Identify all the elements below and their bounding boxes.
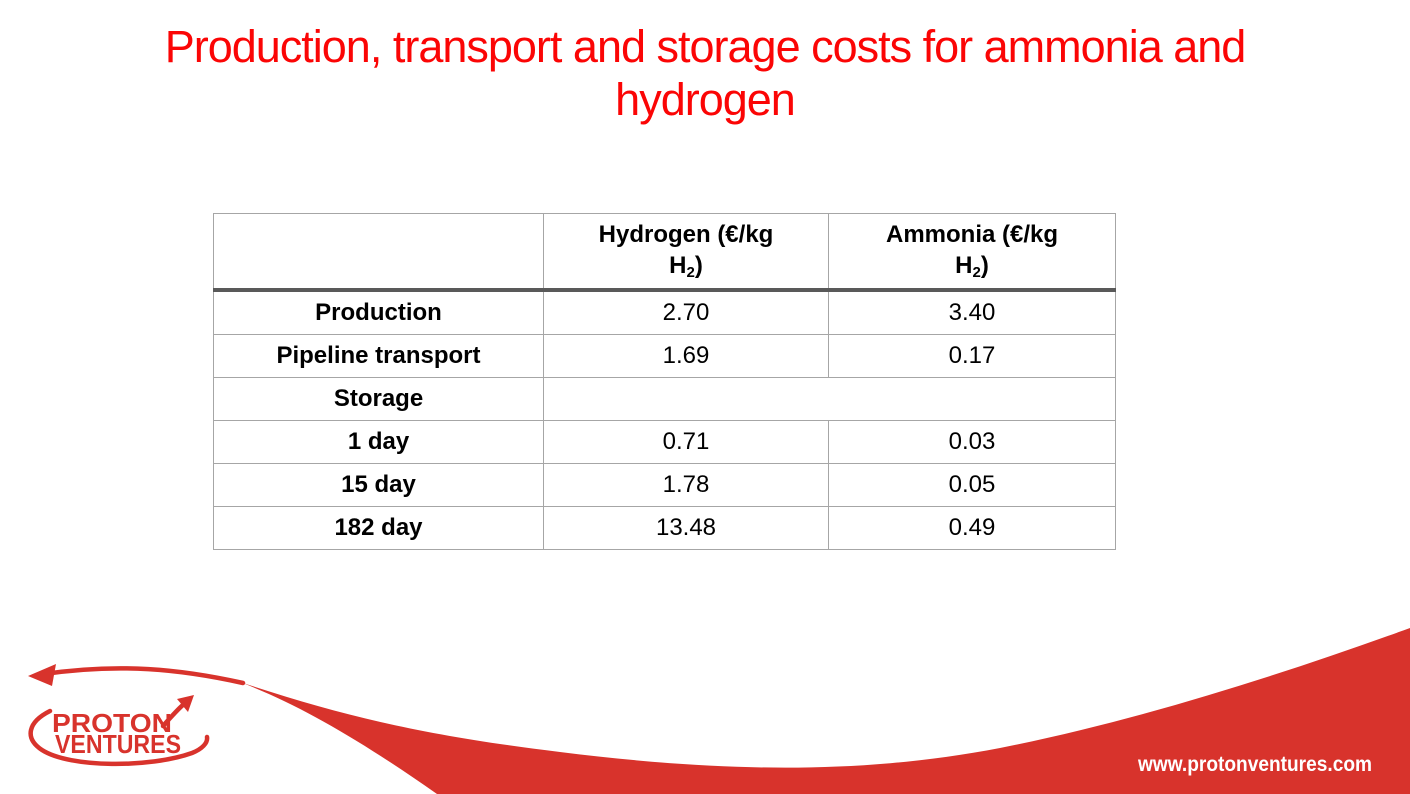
left-arrowhead-icon bbox=[28, 664, 56, 686]
value-hydrogen: 1.69 bbox=[543, 334, 829, 378]
logo-text-proton: PROTON bbox=[52, 708, 172, 738]
table-row-1-day: 1 day 0.71 0.03 bbox=[213, 420, 1116, 464]
value-hydrogen: 2.70 bbox=[543, 289, 829, 335]
hydrogen-header-close: ) bbox=[694, 251, 703, 279]
ammonia-header-sub: 2 bbox=[972, 263, 981, 281]
ammonia-column-header: Ammonia (€/kg H2) bbox=[828, 213, 1116, 292]
value-ammonia: 0.05 bbox=[828, 463, 1116, 507]
logo-text-ventures: VENTURES bbox=[55, 729, 181, 759]
slide-title-line2: hydrogen bbox=[615, 74, 796, 125]
table-row-production: Production 2.70 3.40 bbox=[213, 289, 1116, 335]
website-url: www.protonventures.com bbox=[1137, 753, 1372, 776]
footer-wave-graphic: PROTON VENTURES www.protonventures.com bbox=[28, 628, 1410, 794]
table-row-pipeline-transport: Pipeline transport 1.69 0.17 bbox=[213, 334, 1116, 378]
table-corner-cell bbox=[213, 213, 544, 292]
row-label: 15 day bbox=[213, 463, 544, 507]
row-label: Production bbox=[213, 289, 544, 335]
swoosh-line bbox=[41, 666, 246, 686]
logo-arrow-tail bbox=[160, 701, 187, 729]
value-ammonia: 0.17 bbox=[828, 334, 1116, 378]
table-row-storage: Storage bbox=[213, 377, 1116, 421]
logo-orbit-arc bbox=[28, 708, 210, 767]
slide-title: Production, transport and storage costs … bbox=[0, 20, 1410, 126]
ammonia-header-close: ) bbox=[980, 251, 989, 279]
hydrogen-column-header: Hydrogen (€/kg H2) bbox=[543, 213, 829, 292]
logo-arrowhead-icon bbox=[177, 695, 194, 712]
row-label: Storage bbox=[213, 377, 544, 421]
slide-title-line1: Production, transport and storage costs … bbox=[164, 21, 1247, 72]
value-ammonia: 3.40 bbox=[828, 289, 1116, 335]
table-row-182-day: 182 day 13.48 0.49 bbox=[213, 506, 1116, 550]
value-hydrogen: 13.48 bbox=[543, 506, 829, 550]
row-label: 182 day bbox=[213, 506, 544, 550]
ammonia-header-line1: Ammonia (€/kg bbox=[885, 220, 1059, 248]
hydrogen-header-line1: Hydrogen (€/kg bbox=[598, 220, 774, 248]
red-wave-shape bbox=[240, 628, 1410, 794]
table-row-15-day: 15 day 1.78 0.05 bbox=[213, 463, 1116, 507]
row-label: Pipeline transport bbox=[213, 334, 544, 378]
storage-merged-cell bbox=[543, 377, 1116, 421]
value-ammonia: 0.03 bbox=[828, 420, 1116, 464]
row-label: 1 day bbox=[213, 420, 544, 464]
value-hydrogen: 0.71 bbox=[543, 420, 829, 464]
value-ammonia: 0.49 bbox=[828, 506, 1116, 550]
cost-table: Hydrogen (€/kg H2) Ammonia (€/kg H2) Pro… bbox=[213, 213, 1116, 550]
hydrogen-header-sub: 2 bbox=[686, 263, 695, 281]
hydrogen-header-h: H bbox=[669, 251, 687, 279]
value-hydrogen: 1.78 bbox=[543, 463, 829, 507]
ammonia-header-h: H bbox=[955, 251, 973, 279]
table-header-row: Hydrogen (€/kg H2) Ammonia (€/kg H2) bbox=[213, 213, 1116, 292]
